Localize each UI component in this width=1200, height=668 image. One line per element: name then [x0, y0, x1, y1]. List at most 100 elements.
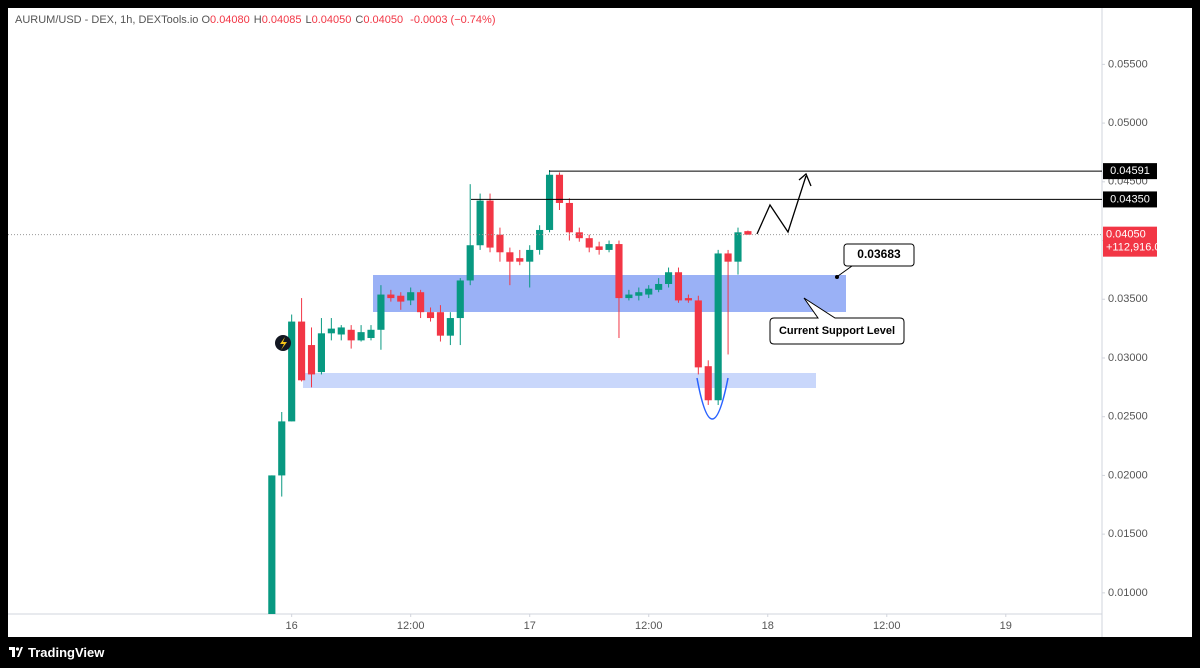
candle-body — [536, 229, 544, 250]
x-tick-label: 16 — [286, 620, 298, 632]
y-tick-label: 0.01000 — [1108, 587, 1148, 599]
y-tick-label: 0.03000 — [1108, 352, 1148, 364]
candle-body — [526, 249, 534, 262]
candle-body — [615, 244, 623, 299]
x-tick-label: 19 — [1000, 620, 1012, 632]
x-tick-label: 18 — [762, 620, 774, 632]
y-tick-label: 0.03500 — [1108, 293, 1148, 305]
candle-body — [417, 292, 425, 313]
plot — [268, 170, 752, 614]
y-tick-label: 0.02500 — [1108, 411, 1148, 423]
header: AURUM/USD - DEX, 1h, DEXTools.io O0.0408… — [15, 14, 499, 26]
support-label: Current Support Level — [779, 325, 895, 337]
candle-body — [655, 283, 663, 290]
last-price-label: 0.04050 — [1106, 229, 1146, 241]
candle-body — [436, 312, 445, 336]
ohlc-value: 0.04080 — [210, 14, 250, 26]
candle-body — [298, 321, 306, 381]
ohlc-label: O — [201, 14, 211, 26]
candle-body — [545, 174, 554, 230]
ohlc-label: H — [253, 14, 262, 26]
candle-body — [734, 232, 742, 262]
y-tick-label: 0.05500 — [1108, 58, 1148, 70]
annotation-pointer — [837, 265, 853, 277]
ohlc: O0.04080 H0.04085 L0.04050 C0.04050 — [201, 14, 407, 26]
candle-body — [674, 272, 683, 301]
price-tag — [1103, 191, 1157, 208]
arrow-head — [798, 172, 812, 187]
candle-body — [357, 332, 365, 341]
y-tick-label: 0.01500 — [1108, 528, 1148, 540]
price-tag-label: 0.04591 — [1110, 165, 1150, 177]
candle-body — [337, 327, 345, 335]
ohlc-label: L — [305, 14, 312, 26]
candle-body — [496, 234, 504, 253]
annotation-box — [843, 243, 915, 267]
candle-body — [407, 292, 415, 301]
candle-body — [506, 252, 514, 262]
candle-body — [476, 200, 484, 246]
ohlc-value: 0.04085 — [261, 14, 302, 26]
wick-curve — [696, 377, 729, 420]
candle-body — [268, 475, 276, 614]
candle-body — [565, 202, 573, 233]
support-zone — [373, 275, 846, 312]
candle-body — [635, 292, 643, 296]
x-tick-label: 17 — [524, 620, 536, 632]
candle-body — [426, 312, 435, 319]
event-bolt — [280, 337, 287, 350]
candle-body — [744, 231, 752, 235]
candle-body — [714, 253, 722, 401]
lower-zone — [303, 373, 816, 388]
footer: TradingView — [28, 645, 105, 660]
candle-body — [724, 253, 732, 262]
symbol: AURUM/USD - DEX, 1h, DEXTools.io — [15, 14, 199, 26]
candle-body — [664, 272, 673, 284]
panel — [8, 8, 1192, 637]
projection-arrow — [756, 175, 807, 235]
candle-body — [446, 318, 454, 336]
price-tag-label: 0.04350 — [1110, 193, 1150, 205]
candle-body — [367, 329, 375, 339]
ohlc-value: 0.04050 — [311, 14, 352, 26]
candle-body — [288, 321, 296, 422]
ohlc-label: C — [355, 14, 364, 26]
candle-body — [625, 294, 633, 299]
logo — [9, 647, 23, 657]
candle-body — [278, 421, 286, 476]
candle-body — [605, 244, 613, 250]
x-tick-label: 12:00 — [635, 620, 663, 632]
candle-body — [397, 295, 405, 302]
candle-body — [327, 328, 335, 334]
candle-body — [575, 232, 583, 239]
candle-body — [684, 298, 692, 301]
candle-body — [456, 280, 464, 319]
change: -0.0003 (−0.74%) — [410, 14, 496, 26]
candle-body — [516, 258, 524, 262]
last-change-label: +112,916.04% — [1106, 242, 1177, 254]
candle-body — [466, 245, 474, 281]
candle-body — [555, 174, 564, 203]
y-tick-label: 0.05000 — [1108, 117, 1148, 129]
y-tick-label: 0.02000 — [1108, 469, 1148, 481]
candle-body — [595, 246, 603, 250]
candle-body — [694, 300, 702, 368]
support-callout — [769, 297, 905, 345]
candle-body — [704, 366, 712, 401]
candle-body — [347, 329, 355, 341]
candle-body — [585, 238, 593, 248]
last-price-tag — [1103, 226, 1157, 257]
annotation-dot — [835, 275, 839, 279]
candle-body — [377, 294, 385, 330]
candle-body — [317, 333, 325, 373]
x-tick-label: 12:00 — [397, 620, 425, 632]
candle-body — [486, 200, 494, 248]
x-tick-label: 12:00 — [873, 620, 901, 632]
candle-body — [307, 345, 316, 375]
candle-body — [387, 294, 395, 299]
price-tag — [1103, 163, 1157, 180]
annotation-value: 0.03683 — [857, 247, 901, 261]
ohlc-value: 0.04050 — [363, 14, 404, 26]
